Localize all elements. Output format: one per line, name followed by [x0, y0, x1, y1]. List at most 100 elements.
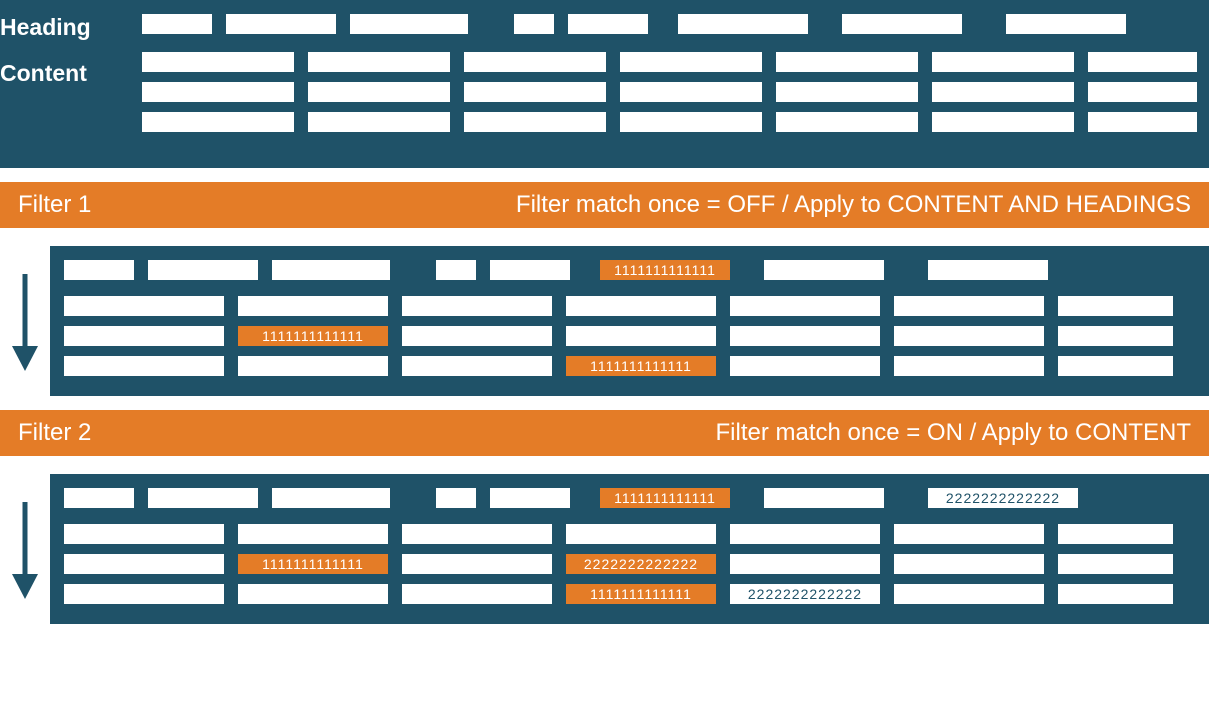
- cell: [226, 14, 336, 34]
- grid-column-group: [402, 584, 552, 604]
- content-label: Content: [0, 60, 142, 87]
- grid-column-group: [566, 296, 716, 316]
- grid-column-group: [894, 326, 1044, 346]
- gap: [476, 488, 490, 508]
- cell: [64, 524, 224, 544]
- heading-column: 1111111111111: [600, 260, 750, 280]
- grid-row: [64, 296, 1207, 316]
- highlighted-cell: 1111111111111: [600, 260, 730, 280]
- cell: [402, 326, 552, 346]
- cell: [238, 356, 388, 376]
- source-panel: HeadingContent: [0, 0, 1209, 168]
- grid-column-group: 2222222222222: [730, 584, 880, 604]
- grid-column-group: [1058, 296, 1173, 316]
- cell: [894, 356, 1044, 376]
- cell: [402, 554, 552, 574]
- grid-column-group: [894, 296, 1044, 316]
- heading-column: [436, 488, 586, 508]
- grid-column-group: [64, 584, 224, 604]
- cell: [402, 584, 552, 604]
- filter-banner: Filter 1Filter match once = OFF / Apply …: [0, 182, 1209, 228]
- grid-column-group: [238, 584, 388, 604]
- cell: [776, 112, 918, 132]
- heading-row: 1111111111111: [64, 260, 1207, 280]
- grid-column-group: [730, 296, 880, 316]
- cell: [1006, 14, 1126, 34]
- cell: [620, 52, 762, 72]
- grid-row: [64, 524, 1207, 544]
- grid-row: 1111111111111: [64, 356, 1207, 376]
- cell: [568, 14, 648, 34]
- grid-column-group: [64, 326, 224, 346]
- cell: [1088, 112, 1197, 132]
- heading-row: [142, 14, 1197, 34]
- cell: [142, 14, 212, 34]
- highlighted-cell: 1111111111111: [600, 488, 730, 508]
- grid-column-group: [238, 356, 388, 376]
- cell: [308, 82, 450, 102]
- grid-column-group: [730, 356, 880, 376]
- cell: [238, 584, 388, 604]
- heading-column: [928, 260, 1078, 280]
- gap: [134, 260, 148, 280]
- cell: [1058, 356, 1173, 376]
- cell: [464, 82, 606, 102]
- cell: [894, 554, 1044, 574]
- heading-column: [514, 14, 664, 34]
- grid-column-group: [566, 524, 716, 544]
- gap: [554, 14, 568, 34]
- heading-column: [764, 488, 914, 508]
- cell: 2222222222222: [928, 488, 1078, 508]
- cell: 2222222222222: [730, 584, 880, 604]
- filter-name: Filter 1: [18, 191, 91, 219]
- cell: [142, 82, 294, 102]
- cell: [1088, 52, 1197, 72]
- grid-column-group: 1111111111111: [238, 554, 388, 574]
- grid-column-group: [730, 524, 880, 544]
- content-row: [142, 82, 1197, 102]
- grid-column-group: [64, 524, 224, 544]
- grid-column-group: [402, 326, 552, 346]
- grid-column-group: [730, 326, 880, 346]
- cell: [308, 52, 450, 72]
- highlighted-cell: 1111111111111: [238, 554, 388, 574]
- cell: [776, 52, 918, 72]
- cell: [894, 296, 1044, 316]
- cell: [842, 14, 962, 34]
- arrow-column: [0, 246, 50, 396]
- gap: [476, 260, 490, 280]
- highlighted-cell: 1111111111111: [566, 584, 716, 604]
- heading-column: [1092, 488, 1207, 508]
- cell: [894, 524, 1044, 544]
- grid-column-group: 1111111111111: [566, 584, 716, 604]
- grid-column-group: [894, 584, 1044, 604]
- cell: [464, 52, 606, 72]
- heading-column: [272, 488, 422, 508]
- cell: [238, 524, 388, 544]
- heading-label: Heading: [0, 14, 142, 60]
- cell: [730, 326, 880, 346]
- heading-column: [64, 260, 258, 280]
- grid-column-group: [64, 554, 224, 574]
- cell: [776, 82, 918, 102]
- heading-column: [350, 14, 500, 34]
- filter-name: Filter 2: [18, 419, 91, 447]
- heading-column: [1092, 260, 1207, 280]
- grid-column-group: [1058, 584, 1173, 604]
- grid-row: 1111111111111 2222222222222: [64, 584, 1207, 604]
- grid-column-group: [1058, 554, 1173, 574]
- cell: [142, 52, 294, 72]
- cell: [1058, 584, 1173, 604]
- grid-column-group: 1111111111111: [566, 356, 716, 376]
- cell: [566, 524, 716, 544]
- cell: [64, 488, 134, 508]
- result-grid: 111111111111111111111111111111111111111: [50, 246, 1209, 396]
- cell: [402, 524, 552, 544]
- cell: [1058, 524, 1173, 544]
- cell: [932, 82, 1074, 102]
- grid-column-group: [402, 356, 552, 376]
- content-row: [142, 112, 1197, 132]
- heading-column: [64, 488, 258, 508]
- grid-column-group: [1058, 326, 1173, 346]
- cell: [402, 296, 552, 316]
